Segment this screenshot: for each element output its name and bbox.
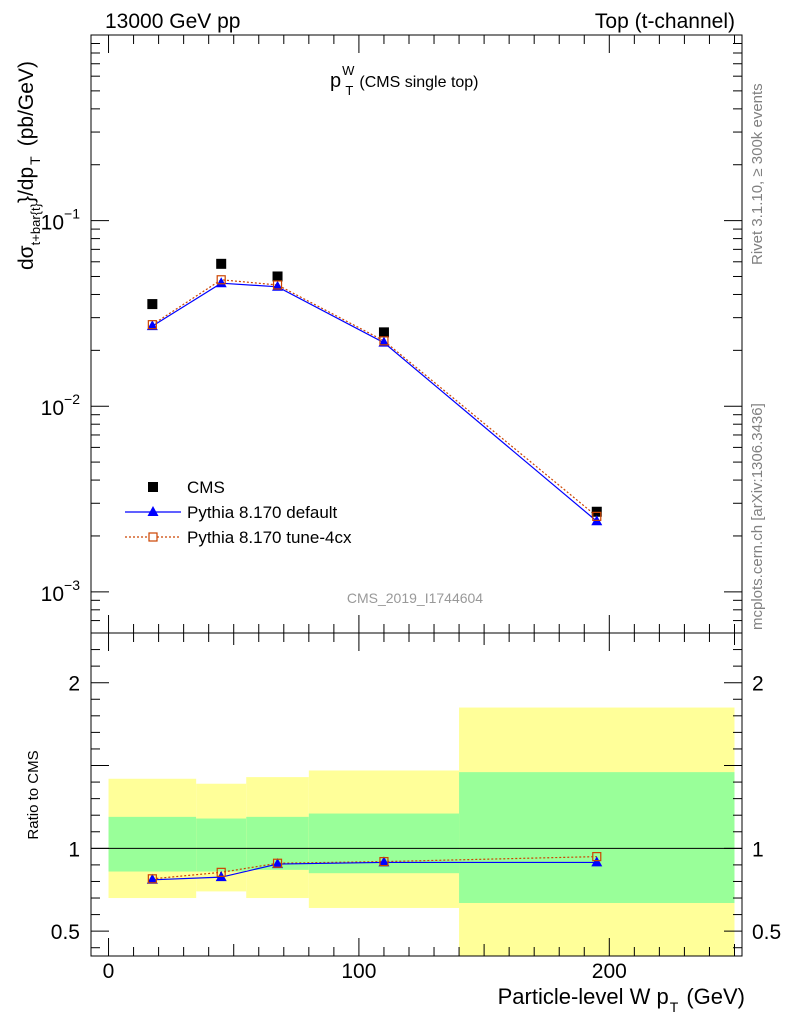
legend-marker <box>148 482 158 492</box>
x-axis-label-main: Particle-level W p <box>498 984 669 1009</box>
tick-base: 10 <box>41 583 64 606</box>
header-energy: 13000 GeV pp <box>105 10 240 33</box>
rivet-label: Rivet 3.1.10, ≥ 300k events <box>749 83 766 265</box>
main-ylabel-sigma-sub: t+bar{t} <box>28 202 43 245</box>
main-ylabel-d: d <box>15 258 38 270</box>
default-point <box>378 336 390 347</box>
main-title-rest: (CMS single top) <box>359 74 478 91</box>
ratio-ylabel: Ratio to CMS <box>25 750 42 839</box>
ratio-uncertainty-bands <box>108 707 735 956</box>
tick-exponent: −1 <box>64 206 80 222</box>
legend: CMS Pythia 8.170 default Pythia 8.170 tune… <box>125 478 352 547</box>
tune-point <box>216 275 226 285</box>
main-title-sub: T <box>345 83 353 98</box>
legend-item-default: Pythia 8.170 default <box>125 503 338 522</box>
tune-point <box>592 511 602 521</box>
ratio-y-tick-label: 2 <box>68 673 80 696</box>
ratio-y-tick-label-right: 2 <box>752 673 764 696</box>
tick-exponent: −3 <box>64 577 80 593</box>
ratio-y-tick-label: 0.5 <box>51 921 80 944</box>
inner-band <box>196 818 247 872</box>
main-y-tick-labels: 10−110−210−3 <box>41 206 81 606</box>
ratio-tune-point <box>592 852 602 862</box>
main-panel: pW T (CMS single top) dσt+bar{t}}/dpT(pb/G… <box>15 34 743 634</box>
inner-band <box>459 772 735 903</box>
main-plot-marks <box>146 258 603 526</box>
main-y-tick-label: 10−3 <box>41 577 81 606</box>
ratio-default-point <box>272 858 284 869</box>
default-point <box>215 277 227 288</box>
cms-point <box>378 327 389 338</box>
legend-label: Pythia 8.170 default <box>187 503 338 522</box>
ratio-tick-labels: 0.5 0.5 1 1 2 2 0 100 200 <box>51 673 781 983</box>
x-tick-label: 100 <box>341 960 376 983</box>
x-axis-label-units: (GeV) <box>686 984 745 1009</box>
x-axis-label: Particle-level W pT (GeV) <box>498 984 745 1015</box>
legend-label: Pythia 8.170 tune-4cx <box>187 528 352 547</box>
cms-point <box>216 258 227 269</box>
legend-item-tune: Pythia 8.170 tune-4cx <box>125 528 352 547</box>
tick-exponent: −2 <box>64 391 80 407</box>
legend-marker <box>147 506 159 516</box>
tune-point <box>272 280 283 290</box>
tune-point <box>379 336 389 346</box>
cms-point <box>591 506 602 517</box>
header-process: Top (t-channel) <box>595 10 735 33</box>
ratio-default-point <box>591 856 603 867</box>
watermark: CMS_2019_I1744604 <box>347 590 483 606</box>
mcplots-label: mcplots.cern.ch [arXiv:1306.3436] <box>749 403 766 630</box>
tick-base: 10 <box>41 397 64 420</box>
default-point <box>272 280 284 291</box>
ratio-y-tick-label: 1 <box>68 838 80 861</box>
ratio-plot-marks <box>146 852 603 884</box>
main-ylabel-units: (pb/GeV) <box>15 61 38 146</box>
tick-base: 10 <box>41 212 64 235</box>
ratio-tune-point <box>147 874 157 884</box>
main-y-tick-label: 10−1 <box>41 206 81 235</box>
ratio-y-tick-label-right: 1 <box>752 838 764 861</box>
x-tick-label: 200 <box>592 960 627 983</box>
ratio-tune-point <box>379 856 389 867</box>
cms-point <box>272 271 283 282</box>
legend-marker <box>148 532 158 542</box>
main-ylabel: dσt+bar{t}}/dp T (pb/GeV) <box>15 61 43 270</box>
tune-point <box>147 320 157 330</box>
x-tick-label: 0 <box>103 960 115 983</box>
main-y-tick-label: 10−2 <box>41 391 81 420</box>
ratio-panel: 0.5 0.5 1 1 2 2 0 100 200 Ratio to CMS Particle-… <box>25 632 781 1015</box>
legend-label: CMS <box>187 478 225 497</box>
main-ylabel-t-sub: T <box>27 156 43 165</box>
x-axis-label-sub: T <box>670 999 679 1015</box>
main-title-sup: W <box>342 63 355 78</box>
default-point <box>146 320 158 331</box>
main-axis-ticks <box>91 34 742 634</box>
ratio-tune-point <box>272 858 283 868</box>
ratio-default-point <box>378 856 390 867</box>
inner-band <box>108 816 197 872</box>
main-title: pW T (CMS single top) <box>330 63 479 98</box>
main-ylabel-sigma: σ <box>15 245 38 258</box>
main-title-p: p <box>330 70 341 92</box>
main-ylabel-mid: }/dp <box>15 167 38 203</box>
ratio-axis-ticks <box>91 633 742 956</box>
ratio-y-tick-label-right: 0.5 <box>752 921 781 944</box>
cms-point <box>147 299 158 310</box>
ratio-tune-point <box>216 867 226 877</box>
legend-item-cms: CMS <box>148 478 225 497</box>
ratio-frame <box>90 632 743 957</box>
ratio-default-point <box>146 873 158 884</box>
